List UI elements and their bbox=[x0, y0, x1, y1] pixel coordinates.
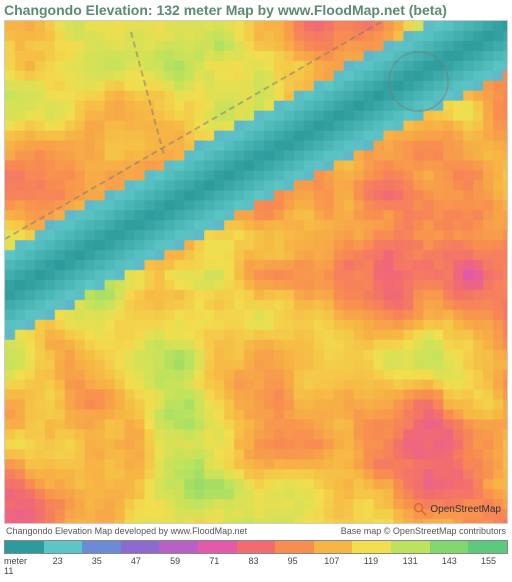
legend-segment bbox=[391, 541, 430, 553]
legend-tick: 119 bbox=[351, 556, 390, 576]
legend-tick: 59 bbox=[156, 556, 195, 576]
legend-tick: 95 bbox=[273, 556, 312, 576]
legend-segment bbox=[159, 541, 198, 553]
elevation-legend: meter 1123354759718395107119131143155 bbox=[4, 540, 508, 576]
legend-segment bbox=[430, 541, 469, 553]
legend-segment bbox=[237, 541, 276, 553]
legend-tick: 35 bbox=[77, 556, 116, 576]
legend-segment bbox=[198, 541, 237, 553]
legend-tick: 71 bbox=[195, 556, 234, 576]
legend-color-bar bbox=[4, 540, 508, 554]
map-circle bbox=[388, 51, 448, 111]
footer-right: Base map © OpenStreetMap contributors bbox=[341, 526, 506, 536]
legend-tick: 23 bbox=[38, 556, 77, 576]
legend-segment bbox=[275, 541, 314, 553]
legend-tick: 107 bbox=[312, 556, 351, 576]
magnifier-icon bbox=[412, 501, 428, 517]
legend-segment bbox=[314, 541, 353, 553]
legend-tick: 131 bbox=[391, 556, 430, 576]
legend-labels: meter 1123354759718395107119131143155 bbox=[4, 556, 508, 576]
elevation-map[interactable]: OpenStreetMap bbox=[4, 20, 508, 524]
osm-attribution: OpenStreetMap bbox=[412, 501, 501, 517]
legend-tick: 83 bbox=[234, 556, 273, 576]
legend-segment bbox=[5, 541, 44, 553]
osm-label: OpenStreetMap bbox=[430, 504, 501, 515]
legend-segment bbox=[121, 541, 160, 553]
legend-segment bbox=[82, 541, 121, 553]
legend-segment bbox=[352, 541, 391, 553]
legend-segment bbox=[468, 541, 507, 553]
footer-left: Changondo Elevation Map developed by www… bbox=[6, 526, 247, 536]
legend-segment bbox=[44, 541, 83, 553]
legend-tick: 143 bbox=[430, 556, 469, 576]
legend-tick: meter 11 bbox=[4, 556, 38, 576]
page-title: Changondo Elevation: 132 meter Map by ww… bbox=[0, 0, 512, 20]
map-footer: Changondo Elevation Map developed by www… bbox=[4, 524, 508, 538]
legend-tick: 155 bbox=[469, 556, 508, 576]
legend-tick: 47 bbox=[116, 556, 155, 576]
